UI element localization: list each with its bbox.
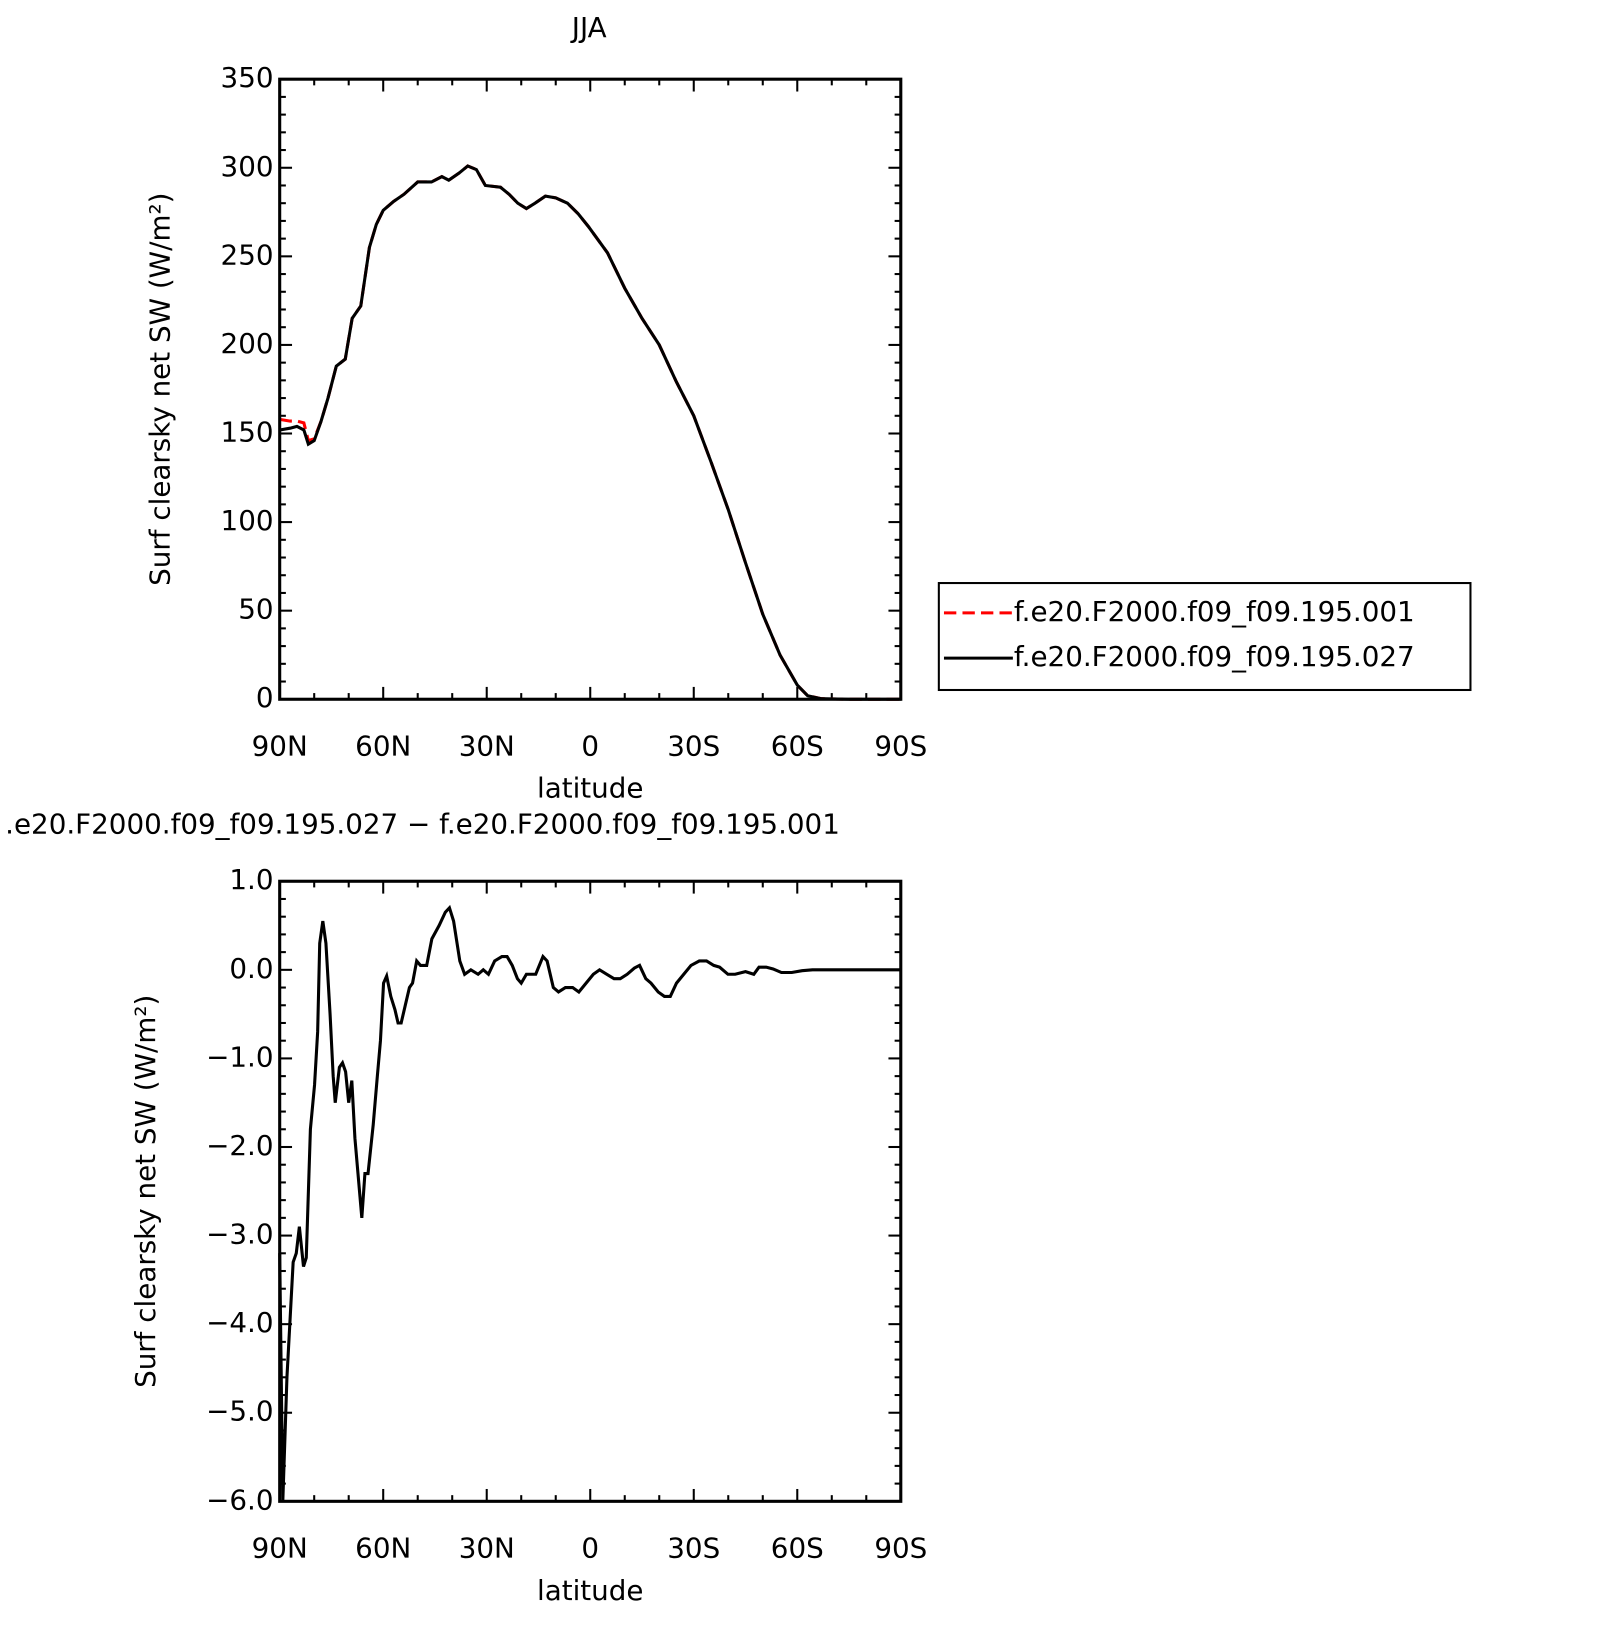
x-axis-label: latitude [537,1574,643,1607]
x-tick-label: 30S [667,730,720,763]
y-tick-label: 350 [221,61,274,94]
y-tick-label: −6.0 [206,1483,273,1516]
x-tick-label: 60N [355,730,411,763]
chart-title: JJA [570,11,607,44]
y-axis-label: Surf clearsky net SW (W/m²) [143,193,176,586]
y-tick-label: 250 [221,238,274,271]
x-tick-label: 0 [581,730,599,763]
y-tick-label: −3.0 [206,1218,273,1251]
y-axis-label: Surf clearsky net SW (W/m²) [129,995,162,1388]
y-tick-label: −2.0 [206,1129,273,1162]
x-tick-label: 30N [459,730,515,763]
y-tick-label: −5.0 [206,1395,273,1428]
x-tick-label: 0 [581,1532,599,1565]
plot-frame [278,77,903,701]
y-tick-label: −1.0 [206,1040,273,1073]
y-tick-label: 300 [221,150,274,183]
x-tick-label: 60N [355,1532,411,1565]
legend-label: f.e20.F2000.f09_f09.195.001 [1014,595,1415,628]
data-line [278,904,901,1502]
y-tick-label: −4.0 [206,1306,273,1339]
x-tick-label: 90S [874,1532,927,1565]
y-tick-label: 150 [221,416,274,449]
x-tick-label: 90S [874,730,927,763]
x-tick-label: 90N [252,730,308,763]
y-tick-label: 200 [221,327,274,360]
x-tick-label: 30N [459,1532,515,1565]
y-tick-label: 1.0 [229,863,273,896]
x-axis-label: latitude [537,772,643,805]
chart-title: .e20.F2000.f09_f09.195.027 − f.e20.F2000… [5,808,840,841]
x-tick-label: 60S [771,1532,824,1565]
y-tick-label: 50 [238,593,273,626]
y-tick-label: 100 [221,504,274,537]
x-tick-label: 30S [667,1532,720,1565]
legend-box [937,582,1472,692]
plot-frame [278,879,903,1503]
y-tick-label: 0 [256,681,274,714]
legend-label: f.e20.F2000.f09_f09.195.027 [1014,640,1415,673]
x-tick-label: 90N [252,1532,308,1565]
data-line [279,164,901,701]
y-tick-label: 0.0 [229,952,273,985]
data-line [279,164,901,701]
x-tick-label: 60S [771,730,824,763]
